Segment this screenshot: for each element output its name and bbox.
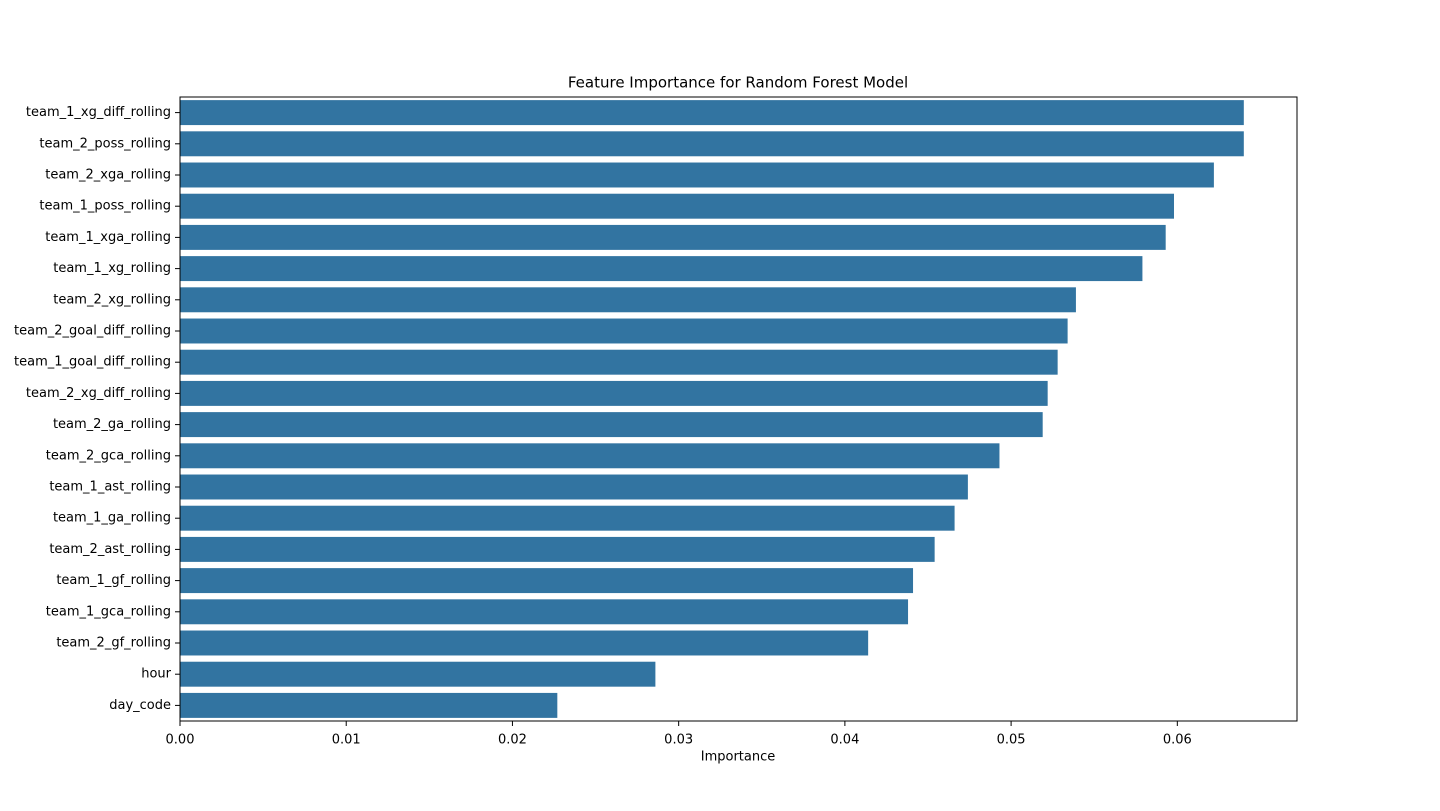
bar bbox=[180, 193, 1174, 219]
y-tick-label: team_1_xga_rolling bbox=[45, 230, 171, 245]
y-tick-label: team_2_ast_rolling bbox=[49, 542, 171, 557]
bar bbox=[180, 505, 955, 531]
bar bbox=[180, 536, 935, 562]
bar bbox=[180, 287, 1076, 313]
y-tick-label: team_2_ga_rolling bbox=[53, 417, 171, 432]
y-tick-label: hour bbox=[141, 667, 171, 682]
bar bbox=[180, 100, 1244, 126]
x-tick-label: 0.06 bbox=[1163, 733, 1192, 748]
y-tick-label: team_1_poss_rolling bbox=[39, 199, 171, 214]
bar bbox=[180, 349, 1058, 375]
x-tick-label: 0.03 bbox=[664, 733, 693, 748]
y-tick-label: team_1_ast_rolling bbox=[49, 480, 171, 495]
bar bbox=[180, 692, 558, 718]
y-tick-label: team_2_xg_rolling bbox=[53, 292, 171, 307]
y-tick-label: team_2_goal_diff_rolling bbox=[14, 324, 171, 339]
y-tick-label: team_1_ga_rolling bbox=[53, 511, 171, 526]
bar bbox=[180, 131, 1244, 157]
bar bbox=[180, 630, 869, 656]
bar bbox=[180, 443, 1000, 469]
y-tick-label: team_2_poss_rolling bbox=[39, 136, 171, 151]
x-tick-label: 0.00 bbox=[166, 733, 195, 748]
bar bbox=[180, 661, 656, 687]
bar bbox=[180, 599, 909, 625]
y-tick-label: team_1_goal_diff_rolling bbox=[14, 355, 171, 370]
y-tick-label: team_1_xg_rolling bbox=[53, 261, 171, 276]
x-tick-label: 0.04 bbox=[830, 733, 859, 748]
bar bbox=[180, 474, 968, 500]
chart-title: Feature Importance for Random Forest Mod… bbox=[568, 74, 908, 92]
bar bbox=[180, 224, 1166, 250]
x-tick-label: 0.02 bbox=[498, 733, 527, 748]
y-tick-label: team_1_xg_diff_rolling bbox=[26, 105, 171, 120]
y-tick-label: team_2_xg_diff_rolling bbox=[26, 386, 171, 401]
bar bbox=[180, 568, 914, 594]
bar bbox=[180, 162, 1214, 188]
x-tick-label: 0.01 bbox=[332, 733, 361, 748]
bar bbox=[180, 380, 1048, 406]
y-tick-label: team_2_gca_rolling bbox=[46, 448, 171, 463]
bar bbox=[180, 412, 1043, 438]
y-tick-label: team_1_gca_rolling bbox=[46, 604, 171, 619]
bar bbox=[180, 256, 1143, 282]
y-tick-label: team_1_gf_rolling bbox=[56, 573, 171, 588]
plot-frame bbox=[179, 96, 1298, 722]
y-tick-label: day_code bbox=[109, 698, 171, 713]
x-axis-label: Importance bbox=[701, 750, 776, 765]
bar bbox=[180, 318, 1068, 344]
y-tick-label: team_2_xga_rolling bbox=[45, 168, 171, 183]
x-tick-label: 0.05 bbox=[997, 733, 1026, 748]
y-tick-label: team_2_gf_rolling bbox=[56, 636, 171, 651]
